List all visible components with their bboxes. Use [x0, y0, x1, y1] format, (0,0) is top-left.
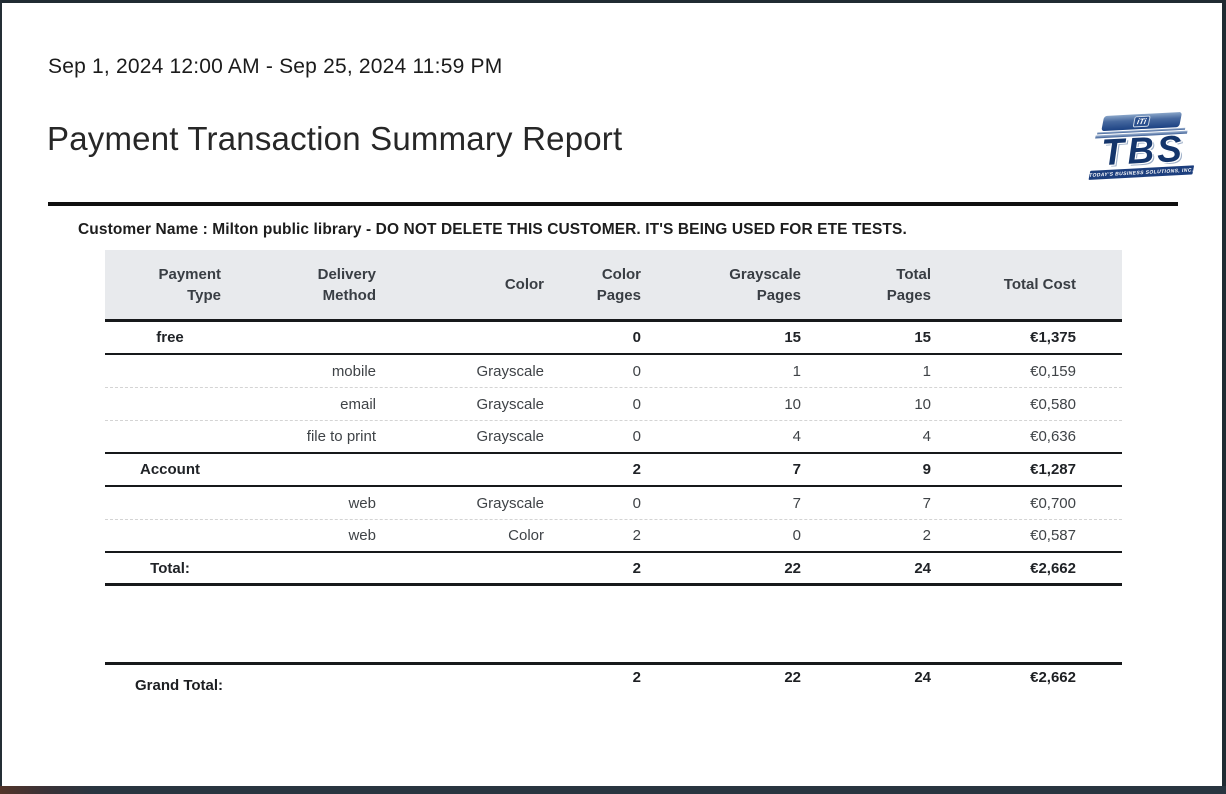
- tbs-logo: iTi TBS TODAY'S BUSINESS SOLUTIONS, INC.: [1086, 111, 1199, 183]
- table-row-file-to-print: file to print Grayscale 0 4 4 €0,636: [105, 421, 1122, 454]
- cell-total-pages: 1: [922, 362, 931, 380]
- table-row-web-color: web Color 2 0 2 €0,587: [105, 520, 1122, 553]
- table-row-grand-total: Grand Total: 2 22 24 €2,662: [105, 662, 1122, 698]
- cell-delivery-method: file to print: [306, 428, 376, 445]
- cell-grayscale-pages: 22: [784, 559, 801, 577]
- cell-color-pages: 2: [632, 669, 641, 686]
- cell-total-cost: €1,287: [1030, 461, 1076, 478]
- logo-chip-icon: iTi: [1133, 115, 1151, 128]
- date-range: Sep 1, 2024 12:00 AM - Sep 25, 2024 11:5…: [48, 55, 503, 78]
- spacer: [105, 586, 1122, 662]
- cell-grayscale-pages: 7: [792, 461, 801, 478]
- cell-delivery-method: email: [340, 395, 376, 413]
- window-border-left: [0, 0, 2, 794]
- cell-total-cost: €1,375: [1030, 329, 1076, 346]
- cell-total-cost: €0,159: [1030, 362, 1076, 380]
- summary-table: Payment Type Delivery Method Color Color Pa…: [105, 250, 1122, 698]
- cell-total-cost: €0,580: [1030, 395, 1076, 413]
- cell-color: Grayscale: [476, 428, 544, 445]
- cell-total-cost: €0,636: [1030, 428, 1076, 445]
- cell-total-cost: €0,700: [1030, 494, 1076, 512]
- cell-grayscale-pages: 7: [792, 494, 801, 512]
- cell-total-cost: €2,662: [1030, 669, 1076, 686]
- cell-color: Grayscale: [476, 494, 544, 512]
- cell-total-pages: 10: [914, 395, 931, 413]
- cell-grayscale-pages: 1: [792, 362, 801, 380]
- cell-color-pages: 2: [632, 527, 641, 544]
- cell-total-pages: 7: [922, 494, 931, 512]
- col-header-delivery-method: Delivery Method: [317, 265, 376, 304]
- cell-grayscale-pages: 4: [792, 428, 801, 445]
- table-row-email: email Grayscale 0 10 10 €0,580: [105, 388, 1122, 421]
- cell-color: Grayscale: [476, 362, 544, 380]
- cell-color-pages: 2: [632, 559, 641, 577]
- col-header-color: Color: [504, 276, 544, 293]
- col-header-payment-type: Payment Type: [158, 265, 221, 304]
- cell-grayscale-pages: 15: [784, 329, 801, 346]
- cell-delivery-method: web: [348, 494, 376, 512]
- cell-payment-type: Account: [140, 461, 200, 478]
- cell-grand-total-label: Grand Total:: [135, 677, 224, 694]
- cell-total-pages: 9: [922, 461, 931, 478]
- cell-color-pages: 0: [632, 329, 641, 346]
- table-row-mobile: mobile Grayscale 0 1 1 €0,159: [105, 355, 1122, 388]
- table-row-group-free: free 0 15 15 €1,375: [105, 322, 1122, 355]
- col-header-grayscale-pages: Grayscale Pages: [729, 265, 801, 304]
- table-row-total: Total: 2 22 24 €2,662: [105, 553, 1122, 586]
- cell-delivery-method: web: [348, 527, 376, 544]
- col-header-total-pages: Total Pages: [886, 265, 931, 304]
- col-header-total-cost: Total Cost: [1003, 276, 1076, 293]
- cell-color-pages: 0: [632, 395, 641, 413]
- cell-total-pages: 4: [922, 428, 931, 445]
- window-border-right: [1222, 0, 1226, 794]
- cell-grayscale-pages: 0: [792, 527, 801, 544]
- cell-delivery-method: mobile: [331, 362, 376, 380]
- cell-total-cost: €2,662: [1030, 559, 1076, 577]
- cell-color-pages: 0: [632, 428, 641, 445]
- cell-grayscale-pages: 10: [784, 395, 801, 413]
- table-row-web-grayscale: web Grayscale 0 7 7 €0,700: [105, 487, 1122, 520]
- cell-color-pages: 0: [632, 362, 641, 380]
- cell-total-cost: €0,587: [1030, 527, 1076, 544]
- window-bottom-bar: [0, 786, 1226, 794]
- table-row-group-account: Account 2 7 9 €1,287: [105, 454, 1122, 487]
- window-border-top: [0, 0, 1226, 3]
- cell-total-pages: 24: [914, 669, 931, 686]
- cell-grayscale-pages: 22: [784, 669, 801, 686]
- cell-color: Color: [508, 527, 544, 544]
- cell-total-pages: 2: [922, 527, 931, 544]
- customer-name-line: Customer Name : Milton public library - …: [78, 221, 907, 238]
- cell-total-pages: 24: [914, 559, 931, 577]
- cell-color-pages: 2: [632, 461, 641, 478]
- cell-payment-type: free: [156, 329, 184, 346]
- cell-color: Grayscale: [476, 395, 544, 413]
- cell-color-pages: 0: [632, 494, 641, 512]
- page-title: Payment Transaction Summary Report: [47, 120, 623, 157]
- header-divider: [48, 202, 1178, 206]
- cell-payment-type: Total:: [150, 559, 190, 577]
- cell-total-pages: 15: [914, 329, 931, 346]
- col-header-color-pages: Color Pages: [596, 265, 641, 304]
- table-header-row: Payment Type Delivery Method Color Color Pa…: [105, 250, 1122, 322]
